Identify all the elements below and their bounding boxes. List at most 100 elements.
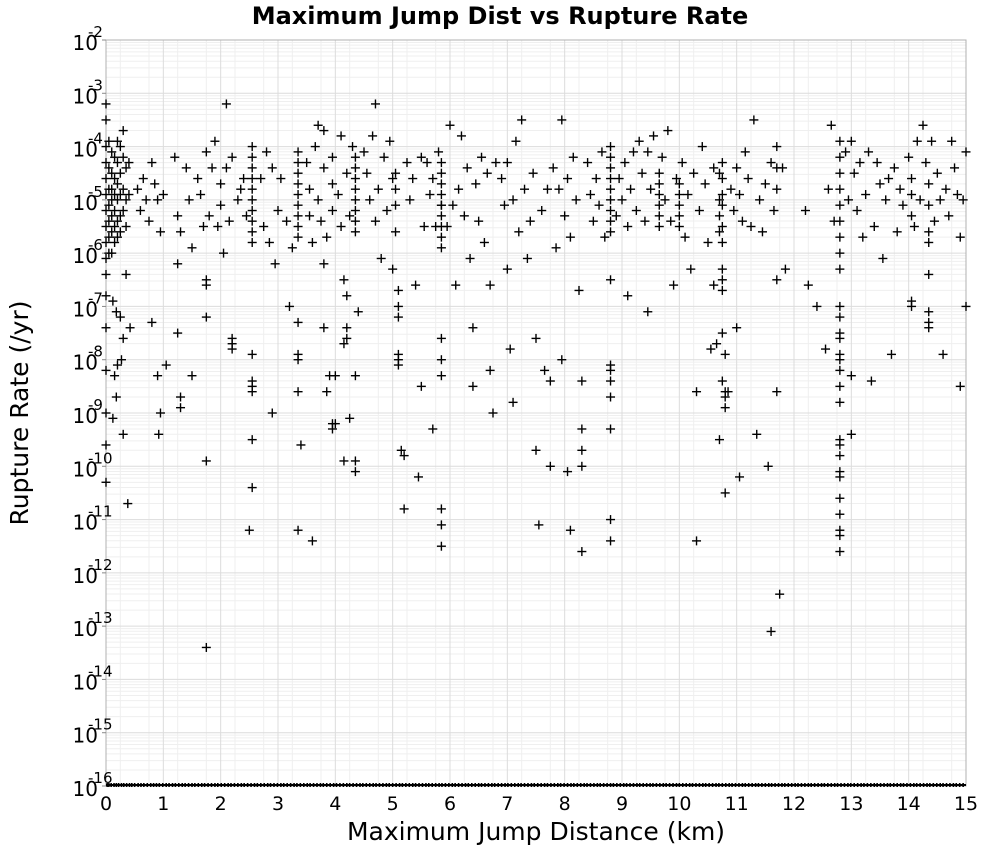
scatter-point (368, 131, 378, 141)
scatter-point (402, 158, 412, 168)
y-tick: 10-10 (73, 449, 113, 481)
scatter-point (924, 269, 934, 279)
scatter-point (104, 200, 114, 210)
scatter-point (654, 222, 664, 231)
scatter-point (107, 211, 117, 221)
scatter-point (396, 445, 406, 455)
x-axis-ticks: 0 1 2 3 4 5 6 7 8 9 10 11 12 13 14 15 (100, 793, 978, 815)
scatter-point (717, 237, 727, 247)
scatter-point (370, 99, 380, 109)
scatter-point (872, 158, 882, 168)
scatter-point (577, 461, 587, 471)
scatter-point (101, 190, 111, 200)
scatter-point (479, 237, 489, 247)
scatter-point (282, 216, 292, 226)
scatter-point (846, 429, 856, 439)
scatter-point (101, 99, 111, 109)
scatter-point (345, 413, 355, 423)
scatter-point (247, 349, 257, 359)
scatter-point (861, 190, 871, 200)
scatter-point (428, 424, 438, 434)
scatter-point (520, 184, 530, 194)
scatter-point (436, 179, 446, 189)
scatter-point (316, 216, 326, 226)
scatter-point (528, 168, 538, 178)
scatter-point (345, 211, 355, 221)
scatter-point (909, 222, 919, 231)
scatter-point (674, 222, 684, 231)
scatter-point (843, 195, 853, 205)
scatter-point (772, 184, 782, 194)
scatter-point (198, 222, 208, 231)
scatter-point (110, 206, 120, 216)
scatter-point (112, 232, 122, 242)
scatter-point (322, 387, 332, 397)
scatter-point (342, 291, 352, 301)
scatter-point (886, 349, 896, 359)
scatter-point (247, 376, 257, 386)
y-tick-base: 10 (73, 191, 98, 215)
scatter-point (436, 190, 446, 200)
scatter-point (379, 152, 389, 162)
scatter-point (293, 190, 303, 200)
scatter-point (654, 190, 664, 200)
scatter-point (436, 504, 446, 514)
scatter-point (717, 200, 727, 210)
scatter-point (270, 259, 280, 269)
scatter-point (821, 344, 831, 354)
scatter-point (221, 163, 231, 173)
scatter-point (491, 158, 501, 168)
scatter-point (743, 174, 753, 184)
scatter-point (293, 168, 303, 178)
scatter-point (606, 152, 616, 162)
scatter-point (606, 206, 616, 216)
scatter-point (115, 227, 125, 237)
scatter-point (606, 142, 616, 152)
scatter-point (115, 190, 125, 200)
scatter-point (350, 152, 360, 162)
scatter-point (898, 200, 908, 210)
scatter-point (918, 120, 928, 130)
scatter-point (560, 211, 570, 221)
scatter-point (671, 174, 681, 184)
scatter-point (348, 142, 358, 152)
scatter-point (419, 222, 429, 231)
scatter-point (554, 184, 564, 194)
scatter-point (755, 195, 765, 205)
scatter-point (416, 381, 426, 391)
scatter-point (101, 323, 111, 333)
scatter-point (101, 253, 111, 263)
scatter-point (201, 312, 211, 322)
scatter-point (118, 206, 128, 216)
scatter-point (239, 174, 249, 184)
scatter-point (108, 413, 118, 423)
scatter-point (201, 147, 211, 157)
scatter-point (904, 152, 914, 162)
scatter-point (101, 222, 111, 231)
scatter-point (459, 211, 469, 221)
scatter-point (749, 115, 759, 125)
scatter-point (499, 200, 509, 210)
scatter-point (551, 243, 561, 253)
scatter-point (110, 222, 120, 231)
scatter-point (565, 525, 575, 535)
scatter-point (112, 158, 122, 168)
scatter-point (293, 317, 303, 327)
scatter-point (436, 211, 446, 221)
scatter-point (107, 168, 117, 178)
scatter-point (353, 307, 363, 317)
scatter-point (293, 222, 303, 231)
scatter-point (247, 227, 257, 237)
scatter-point (108, 296, 118, 306)
scatter-point (577, 424, 587, 434)
scatter-point (643, 147, 653, 157)
y-tick-exponent: -6 (88, 236, 103, 254)
scatter-point (531, 445, 541, 455)
y-tick-base: 10 (73, 564, 98, 588)
scatter-point (875, 179, 885, 189)
scatter-point (350, 174, 360, 184)
scatter-point (924, 307, 934, 317)
scatter-point (124, 158, 134, 168)
scatter-point (112, 360, 122, 370)
scatter-point (505, 344, 515, 354)
